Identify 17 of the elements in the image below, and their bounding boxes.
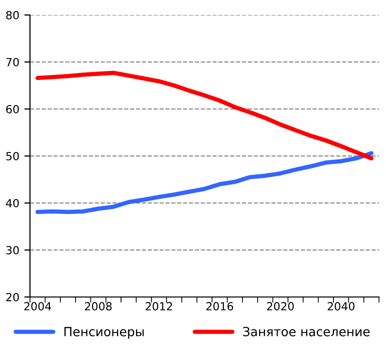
y-tick-label: 50: [6, 152, 19, 160]
x-tick-label: 2040: [328, 302, 354, 310]
line-series: [36, 70, 374, 160]
x-tick-label: 2004: [24, 302, 52, 310]
x-tick-label: 2012: [146, 302, 172, 310]
y-tick-label: 20: [6, 292, 19, 302]
x-tick-label: 2020: [267, 302, 294, 310]
line-series: [36, 151, 374, 214]
x-tick-label: 2008: [84, 302, 112, 310]
legend-label: Занятое население: [243, 326, 370, 336]
y-tick-label: 60: [6, 104, 19, 114]
y-tick-label: 30: [6, 246, 19, 254]
y-tick-label: 70: [6, 58, 19, 66]
y-tick-label: 80: [6, 10, 19, 20]
legend-label: Пенсионеры: [64, 327, 144, 339]
x-tick-label: 2016: [206, 302, 234, 310]
y-tick-label: 40: [6, 198, 19, 208]
